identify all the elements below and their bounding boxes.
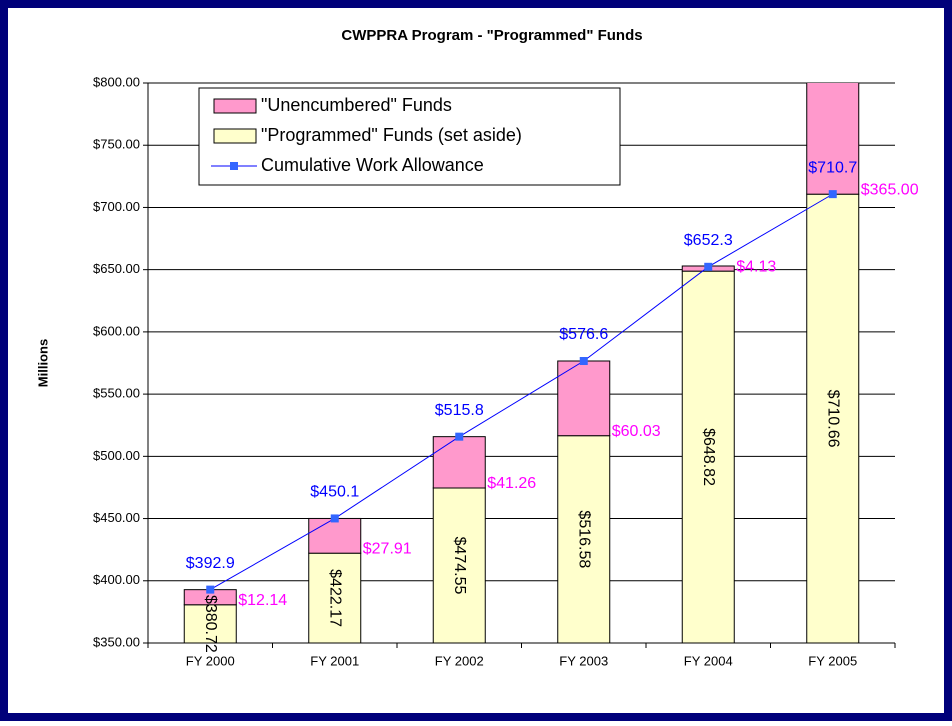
bar-value-label: $710.66: [825, 390, 842, 448]
y-tick-label: $800.00: [93, 74, 140, 89]
y-tick-label: $650.00: [93, 261, 140, 276]
line-marker: [455, 432, 464, 441]
y-tick-label: $600.00: [93, 323, 140, 338]
y-tick-label: $350.00: [93, 634, 140, 649]
segment-value-label: $27.91: [363, 540, 412, 557]
bar: [557, 360, 611, 437]
bar: [432, 487, 486, 643]
bar-value-label: $648.82: [700, 428, 717, 486]
y-tick-label: $750.00: [93, 137, 140, 152]
bar: [681, 270, 735, 643]
segment-value-label: $4.13: [736, 258, 776, 275]
axes: $350.00 $400.00 $450.00 $500.00 $550.00 $600.…: [93, 74, 896, 668]
bar-value-label: $422.17: [327, 569, 344, 627]
legend-marker: [230, 162, 238, 170]
x-tick-label: FY 2005: [808, 653, 857, 668]
bar: [432, 436, 486, 489]
legend-label: "Programmed" Funds (set aside): [261, 125, 522, 145]
x-tick-label: FY 2001: [310, 653, 359, 668]
chart-title: CWPPRA Program - "Programmed" Funds: [341, 27, 642, 44]
line-marker: [330, 514, 339, 523]
y-tick-label: $400.00: [93, 572, 140, 587]
y-tick-label: $700.00: [93, 199, 140, 214]
line-value-label: $652.3: [684, 232, 733, 249]
legend-swatch: [213, 128, 257, 144]
line-marker: [704, 262, 713, 271]
line-value-label: $515.8: [435, 402, 484, 419]
bar: [308, 517, 362, 554]
bar-value-label: $380.72: [202, 595, 219, 653]
x-tick-label: FY 2000: [186, 653, 235, 668]
y-tick-label: $550.00: [93, 386, 140, 401]
legend-box: [198, 87, 621, 186]
segment-value-label: $60.03: [612, 423, 661, 440]
line-value-label: $576.6: [559, 326, 608, 343]
labels: $380.72 $422.17 $474.55 $516.58 $648.82 $710.…: [186, 159, 919, 653]
legend: "Unencumbered" Funds "Programmed" Funds (…: [198, 87, 621, 186]
segment-value-label: $12.14: [238, 592, 287, 609]
line-value-label: $392.9: [186, 555, 235, 572]
segment-value-label: $41.26: [487, 475, 536, 492]
bar: [308, 552, 362, 643]
line-marker: [828, 190, 837, 199]
y-axis-label: Millions: [35, 339, 50, 387]
bar-value-label: $516.58: [576, 510, 593, 568]
line-marker: [206, 585, 215, 594]
line: [210, 193, 834, 591]
y-tick-label: $450.00: [93, 510, 140, 525]
x-tick-label: FY 2002: [435, 653, 484, 668]
segment-value-label: $365.00: [861, 181, 919, 198]
legend-label: Cumulative Work Allowance: [261, 155, 484, 175]
legend-label: "Unencumbered" Funds: [261, 95, 452, 115]
line-marker: [579, 357, 588, 366]
line-value-label: $450.1: [310, 484, 359, 501]
x-tick-label: FY 2003: [559, 653, 608, 668]
legend-swatch: [213, 98, 257, 114]
y-tick-label: $500.00: [93, 448, 140, 463]
x-tick-label: FY 2004: [684, 653, 733, 668]
line-value-label: $710.7: [808, 159, 857, 176]
bar-value-label: $474.55: [451, 537, 468, 595]
